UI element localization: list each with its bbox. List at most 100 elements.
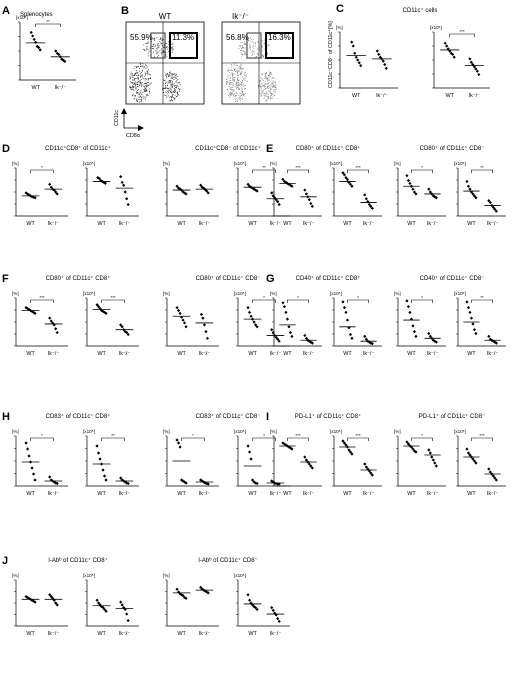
flow-dot [137,92,139,94]
data-point [24,594,28,599]
data-point [49,319,53,323]
axis-unit: [x10⁵] [330,291,342,296]
flow-dot [131,82,133,84]
x-tick-label: Ik⁻/⁻ [199,221,211,227]
flow-dot [168,44,170,46]
flow-dot [169,74,170,75]
flow-dot [130,75,132,77]
data-point [103,181,107,185]
flow-dot [267,90,269,92]
flow-dot [148,78,150,80]
data-point [375,49,379,53]
data-point [25,192,30,196]
flow-dot [241,98,243,100]
flow-dot [160,42,162,44]
flow-dot [169,75,170,77]
data-point [350,336,354,340]
flow-dot [132,75,134,76]
flow-dot [131,87,132,88]
flow-dot [175,81,177,83]
flow-dot [262,78,264,80]
flow-dot [160,37,162,39]
flow-dot [171,93,173,95]
data-point [276,337,280,341]
flow-dot [232,78,234,80]
axis-unit: [%] [270,291,277,296]
flow-dot [252,40,253,42]
flow-dot [172,76,174,78]
flow-dot [234,73,236,75]
significance-bracket [35,23,61,27]
x-tick-label: WT [97,631,106,637]
flow-dot [170,96,171,98]
flow-dot [132,76,134,78]
flow-dot [136,75,137,76]
flow-dot [237,80,239,82]
flow-dot [173,85,175,87]
data-point [277,339,281,343]
flow-dot [174,97,176,99]
panel-letter-I: I [266,411,269,423]
flow-dot [270,92,272,93]
flow-dot [274,89,275,91]
flow-dot [167,93,169,95]
flow-dot [236,65,238,66]
scatter-chart-I2: [x10⁵] WT Ik⁻/⁻ *** [330,429,382,497]
flow-dot [244,77,246,79]
flow-dot [271,78,273,79]
flow-dot [241,98,243,100]
data-point [96,305,101,309]
flow-dot [135,95,136,96]
data-point [488,200,492,205]
data-point [342,441,347,445]
flow-dot [140,99,142,100]
flow-dot [237,81,239,83]
data-point [63,59,67,64]
flow-dot [227,70,229,72]
flow-dot [146,66,148,68]
flow-dot [153,45,154,47]
significance-label: * [421,165,423,170]
data-point [102,607,107,612]
data-point [428,190,432,194]
flow-dot [229,97,230,98]
flow-dot [272,89,274,91]
flow-dot [157,44,159,46]
flow-dot [146,85,147,87]
data-point [96,451,101,455]
flow-dot [179,82,180,83]
data-point [34,40,38,44]
data-point [25,447,30,451]
flow-dot [135,86,137,88]
flow-dot [174,75,176,77]
flow-dot [156,52,157,54]
data-point [271,608,275,612]
data-point [494,209,498,213]
flow-dot [230,93,232,95]
data-point [125,612,129,616]
flow-dot [171,75,173,77]
flow-dot [132,87,134,89]
flow-dot [176,80,178,81]
data-point [364,197,368,201]
flow-dot [239,73,241,75]
flow-xlabel: CD8α [126,133,140,139]
flow-dot [159,41,161,42]
flow-dot [177,78,179,80]
x-tick-label: WT [248,631,257,637]
flow-dot [143,89,145,90]
scatter-chart-G4: [x10⁵] WT Ik⁻/⁻ ** [454,291,506,357]
flow-dot [232,82,234,84]
flow-dot [154,37,155,39]
flow-dot [244,79,246,81]
flow-dot [240,46,242,48]
flow-dot [240,66,242,67]
flow-dot [147,84,149,86]
flow-dot [232,79,234,81]
flow-dot [142,65,144,67]
significance-bracket [471,169,493,173]
axis-unit: [%] [163,573,170,578]
flow-plot-wt: WT 55.9% 11.3% [125,12,205,105]
flow-dot [242,68,244,69]
flow-dot [236,83,237,85]
